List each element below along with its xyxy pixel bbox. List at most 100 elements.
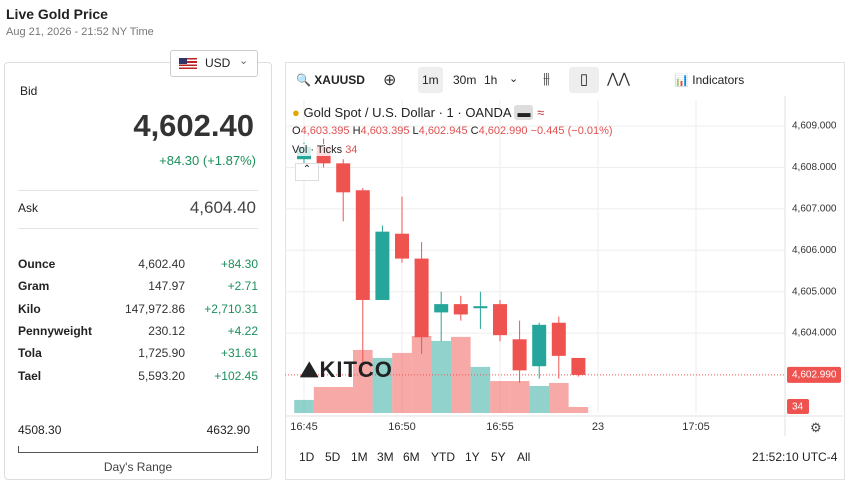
candle-body — [512, 339, 527, 371]
chevron: ⌄ — [239, 55, 249, 67]
range-button[interactable]: 1D — [299, 450, 315, 464]
candle-body — [414, 258, 429, 338]
range-button[interactable]: All — [517, 450, 531, 464]
vol-label: Vol · Ticks — [292, 144, 343, 156]
collapse[interactable]: ⌃ — [295, 163, 319, 181]
unit-name: Tola — [18, 346, 42, 361]
indicators[interactable]: 📊 Indicators — [674, 73, 745, 87]
candle-body — [532, 324, 547, 367]
legend-title-text: Gold Spot / U.S. Dollar · 1 · OANDA — [303, 105, 511, 120]
candle-body — [336, 163, 351, 193]
volume-bar — [333, 387, 353, 413]
ohlc-change: −0.445 (−0.01%) — [530, 125, 613, 137]
unit-change: +31.61 — [220, 346, 258, 361]
unit-change: +4.22 — [227, 323, 258, 338]
candle-body — [355, 190, 370, 300]
ohlc: O4,603.395 H4,603.395 L4,602.945 C4,602.… — [292, 125, 613, 137]
candle-body — [395, 233, 409, 259]
legend-title: ● Gold Spot / U.S. Dollar · 1 · OANDA ▬ … — [292, 105, 545, 120]
volume-bar — [353, 349, 373, 413]
bid-price: 4,602.40 — [133, 108, 254, 143]
range-button[interactable]: 5Y — [491, 450, 506, 464]
volume-bar — [568, 406, 589, 413]
unit-price: 230.12 — [148, 323, 185, 338]
volume-bar — [294, 399, 314, 413]
volume-label: 34 — [792, 402, 804, 413]
y-tick-label: 4,607.000 — [792, 204, 837, 215]
ohlc-item: C4,602.990 — [471, 125, 531, 137]
interval[interactable]: 1m — [418, 67, 443, 93]
unit-name: Pennyweight — [18, 323, 93, 338]
volume-bar — [509, 381, 530, 413]
x-tick-label: 16:50 — [388, 421, 416, 433]
volume-bar — [490, 381, 510, 413]
ohlc-value: 4,603.395 — [360, 125, 410, 137]
x-tick-label: 23 — [592, 421, 604, 433]
unit-price: 1,725.90 — [138, 346, 185, 361]
divider — [18, 190, 258, 191]
flag — [179, 58, 197, 69]
volume-bar — [549, 382, 569, 413]
volume-bar — [392, 352, 412, 413]
range-bar — [18, 446, 258, 453]
unit-price: 147.97 — [148, 279, 185, 294]
candles-icon[interactable]: ▯ — [569, 67, 599, 93]
interval[interactable]: 30m — [453, 73, 477, 87]
volume-bar — [451, 336, 471, 413]
range-button[interactable]: 5D — [325, 450, 341, 464]
candle-body — [434, 304, 449, 313]
price-badge — [787, 366, 841, 383]
range-button[interactable]: 1M — [351, 450, 368, 464]
interval[interactable]: 1h — [484, 73, 498, 87]
bars-icon[interactable]: ⫵ — [543, 70, 550, 87]
range-button[interactable]: 6M — [403, 450, 420, 464]
currency: USD — [205, 56, 231, 70]
volume-bar — [529, 385, 549, 413]
unit-change: +102.45 — [214, 368, 258, 383]
logo-text: KITCO — [319, 357, 393, 382]
range-button[interactable]: YTD — [431, 450, 455, 464]
bid-label: Bid — [20, 84, 38, 98]
symbol[interactable]: 🔍 XAUUSD — [296, 73, 365, 87]
range-button[interactable]: 3M — [377, 450, 394, 464]
area-icon[interactable]: ⋀⋀ — [607, 70, 630, 86]
candle-body — [493, 304, 507, 336]
x-tick-label: 17:05 — [682, 421, 710, 433]
y-tick-label: 4,608.000 — [792, 162, 837, 173]
candle-body — [453, 304, 468, 315]
settings[interactable]: ⚙ — [810, 420, 822, 435]
y-tick-label: 4,609.000 — [792, 121, 837, 132]
unit-change: +84.30 — [220, 257, 258, 271]
unit-name: Tael — [18, 368, 42, 383]
ohlc-value: 4,602.945 — [418, 125, 468, 137]
clock: 21:52:10 UTC-4 — [752, 450, 838, 464]
ohlc-item: L4,602.945 — [413, 125, 471, 137]
volume-bar — [313, 387, 334, 413]
volume-bar — [431, 340, 451, 413]
currency-select[interactable]: USD ⌄ — [170, 50, 258, 77]
range-button[interactable]: 1Y — [465, 450, 480, 464]
chart: 4,609.000 4,608.000 4,607.000 4,606.000 4,60… — [285, 96, 843, 436]
x-tick-label: 16:55 — [486, 421, 514, 433]
quote-card — [4, 62, 272, 480]
vol-legend: Vol · Ticks 34 — [292, 144, 358, 156]
unit-price: 147,972.86 — [124, 301, 185, 316]
y-tick-label: 4,606.000 — [792, 245, 837, 256]
volume-bar — [372, 357, 393, 413]
volume-bar — [411, 336, 432, 413]
ohlc-key: O — [292, 125, 301, 137]
ask-label: Ask — [18, 201, 39, 215]
divider — [18, 228, 258, 229]
candle-body — [551, 322, 566, 356]
candle-body — [571, 357, 586, 375]
price-label: 4,602.990 — [792, 370, 837, 381]
unit-name: Kilo — [18, 301, 41, 316]
interval-menu[interactable]: ⌄ — [509, 73, 519, 85]
unit-change: +2,710.31 — [204, 301, 258, 316]
compare[interactable]: ⊕ — [383, 72, 397, 89]
candle-body — [375, 231, 390, 300]
candle-body — [473, 306, 488, 309]
logo: ⛰KITCO — [300, 357, 393, 382]
ohlc-key: C — [470, 125, 479, 137]
